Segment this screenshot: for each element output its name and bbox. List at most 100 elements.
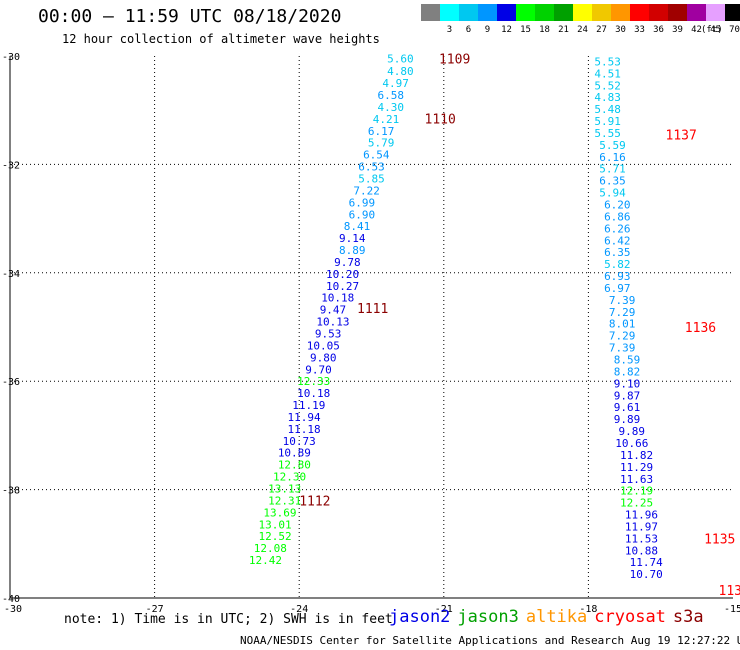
wave-height-value: 5.52: [594, 79, 621, 92]
y-tick-label: -30: [2, 52, 20, 63]
legend-label: 21: [558, 25, 569, 35]
legend-swatch: [440, 4, 459, 21]
wave-height-value: 11.96: [625, 509, 658, 522]
wave-height-value: 5.82: [604, 258, 631, 271]
wave-height-value: 11.53: [625, 532, 658, 545]
x-origin-label: -30: [4, 604, 22, 615]
wave-height-value: 13.69: [263, 506, 296, 519]
wave-height-value: 5.91: [594, 115, 621, 128]
legend-label: 3: [446, 25, 453, 35]
wave-height-value: 12.52: [259, 530, 292, 543]
wave-height-value: 13.01: [259, 518, 292, 531]
legend-swatch: [535, 4, 554, 21]
wave-height-value: 8.82: [614, 365, 641, 378]
legend-label: 15: [520, 25, 531, 35]
wave-height-value: 8.59: [614, 354, 641, 367]
legend-swatch: [497, 4, 516, 21]
legend-swatch: [516, 4, 535, 21]
page-subtitle: 12 hour collection of altimeter wave hei…: [62, 32, 380, 46]
wave-height-value: 9.14: [339, 232, 366, 245]
satellite-label: jason2: [389, 607, 451, 627]
legend-label: 45: [710, 25, 721, 35]
wave-height-value: 6.35: [604, 246, 631, 259]
wave-height-value: 4.21: [373, 113, 400, 126]
wave-height-value: 12.31: [268, 494, 301, 507]
legend-swatch: [649, 4, 668, 21]
legend-label: 9: [484, 25, 491, 35]
legend-label: 33: [634, 25, 645, 35]
legend-swatch: [554, 4, 573, 21]
satellite-label: s3a: [672, 607, 704, 627]
legend-label: 30: [615, 25, 626, 35]
legend-swatch: [725, 4, 740, 21]
legend-swatch: [459, 4, 478, 21]
wave-height-value: 5.55: [594, 127, 621, 140]
legend-swatch: [478, 4, 497, 21]
y-tick-label: -34: [2, 269, 20, 280]
wave-height-value: 10.27: [326, 280, 359, 293]
wave-height-value: 6.86: [604, 210, 631, 223]
wave-height-value: 6.35: [599, 175, 626, 188]
track-number-label: 1137: [666, 129, 697, 144]
wave-height-value: 5.71: [599, 163, 626, 176]
wave-height-value: 8.89: [339, 244, 366, 257]
wave-height-value: 6.90: [349, 208, 376, 221]
wave-height-value: 10.13: [316, 316, 349, 329]
wave-height-value: 6.97: [604, 282, 631, 295]
wave-height-value: 4.80: [387, 65, 414, 78]
wave-height-value: 9.10: [614, 377, 641, 390]
wave-height-value: 10.89: [278, 447, 311, 460]
wave-height-value: 4.51: [594, 67, 621, 80]
wave-height-value: 6.17: [368, 125, 395, 138]
track-number-label: 1136: [685, 321, 716, 336]
y-tick-label: -36: [2, 377, 20, 388]
track-number-label: 1135: [704, 532, 735, 547]
wave-height-value: 13.13: [268, 483, 301, 496]
wave-height-value: 6.42: [604, 234, 631, 247]
wave-height-value: 9.80: [310, 351, 337, 364]
legend-swatch: [630, 4, 649, 21]
wave-height-value: 9.61: [614, 401, 641, 414]
wave-height-value: 12.25: [620, 497, 653, 510]
wave-height-value: 6.99: [349, 196, 376, 209]
legend-swatch: [611, 4, 630, 21]
wave-height-value: 7.29: [609, 306, 636, 319]
legend-swatch: [592, 4, 611, 21]
wave-height-value: 8.01: [609, 318, 636, 331]
legend-label: 39: [672, 25, 683, 35]
legend-label: 18: [539, 25, 550, 35]
x-tick-label: -24: [290, 604, 308, 615]
wave-height-value: 10.70: [630, 568, 663, 581]
wave-height-value: 5.48: [594, 103, 621, 116]
wave-height-value: 10.18: [321, 292, 354, 305]
wave-height-value: 9.53: [315, 328, 342, 341]
x-tick-label: -18: [579, 604, 597, 615]
wave-height-value: 9.87: [614, 389, 641, 402]
wave-height-value: 6.26: [604, 222, 631, 235]
wave-height-value: 11.29: [620, 461, 653, 474]
legend-label: 42: [691, 25, 702, 35]
wave-height-value: 9.78: [334, 256, 361, 269]
track-number-label: 1110: [425, 112, 456, 127]
page-title: 00:00 – 11:59 UTC 08/18/2020: [38, 6, 342, 27]
legend-swatch: [668, 4, 687, 21]
wave-height-value: 11.18: [287, 423, 320, 436]
wave-height-value: 5.79: [368, 137, 395, 150]
wave-height-value: 9.89: [619, 425, 646, 438]
wave-height-value: 11.74: [630, 556, 663, 569]
wave-height-value: 10.20: [326, 268, 359, 281]
wave-height-value: 11.19: [292, 399, 325, 412]
wave-height-value: 12.33: [297, 375, 330, 388]
wave-height-value: 10.66: [615, 437, 648, 450]
units-note: note: 1) Time is in UTC; 2) SWH is in fe…: [64, 612, 393, 627]
legend-unit: (ft): [701, 25, 723, 35]
wave-height-value: 12.30: [273, 471, 306, 484]
wave-height-value: 5.94: [599, 187, 626, 200]
wave-height-value: 10.88: [625, 544, 658, 557]
y-tick-label: -32: [2, 160, 20, 171]
track-number-label: 1111: [357, 302, 388, 317]
x-tick-label: -27: [146, 604, 164, 615]
legend-swatch: [421, 4, 440, 21]
wave-height-value: 5.85: [358, 172, 385, 185]
legend-label: 6: [465, 25, 472, 35]
